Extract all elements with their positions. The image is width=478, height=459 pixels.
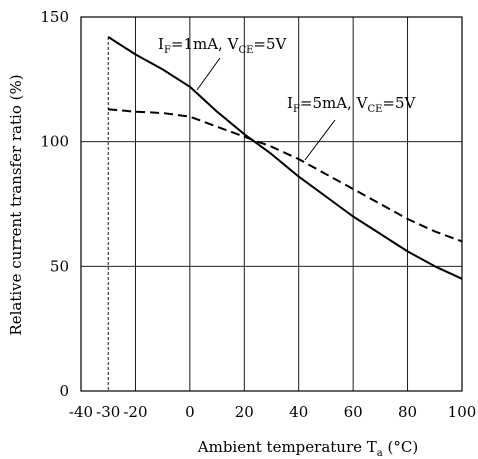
series-1-leader-line (196, 57, 221, 91)
x-tick-label-80: 80 (398, 403, 417, 421)
grid-lines (81, 17, 462, 391)
x-tick-label-100: 100 (448, 403, 477, 421)
x-axis-label-subscript: a (377, 448, 383, 459)
series-1-label: IF=1mA, VCE=5V (158, 35, 288, 56)
series-2-line (108, 108, 463, 243)
x-tick-label-60: 60 (344, 403, 363, 421)
x-tick-label--20: -20 (123, 403, 147, 421)
series-1-annotation: IF=1mA, VCE=5V (158, 35, 288, 91)
y-tick-label-0: 0 (59, 382, 69, 400)
plot-area-frame (80, 16, 463, 392)
x-axis-label: Ambient temperature Ta (°C) (197, 438, 418, 459)
x-tick-label-40: 40 (289, 403, 308, 421)
series-1-line (107, 36, 463, 280)
y-tick-label-150: 150 (40, 8, 69, 26)
x-tick-label-20: 20 (235, 403, 254, 421)
x-axis-label-main: Ambient temperature T (197, 438, 377, 456)
series-2-annotation: IF=5mA, VCE=5V (287, 94, 417, 161)
y-tick-label-50: 50 (50, 257, 69, 275)
x-tick-label-0: 0 (185, 403, 195, 421)
y-tick-label-100: 100 (40, 133, 69, 151)
y-axis-label: Relative current transfer ratio (%) (7, 74, 25, 335)
x-tick-label--40: -40 (69, 403, 93, 421)
series-layer (107, 36, 463, 280)
series-2-leader-line (304, 119, 336, 161)
x-tick-label--30: -30 (96, 403, 120, 421)
tick-labels: -40 -30 -20 0 20 40 60 80 100 0 50 100 150 (40, 8, 476, 421)
x-axis-label-unit: (°C) (383, 438, 418, 456)
series-2-label: IF=5mA, VCE=5V (287, 94, 417, 115)
